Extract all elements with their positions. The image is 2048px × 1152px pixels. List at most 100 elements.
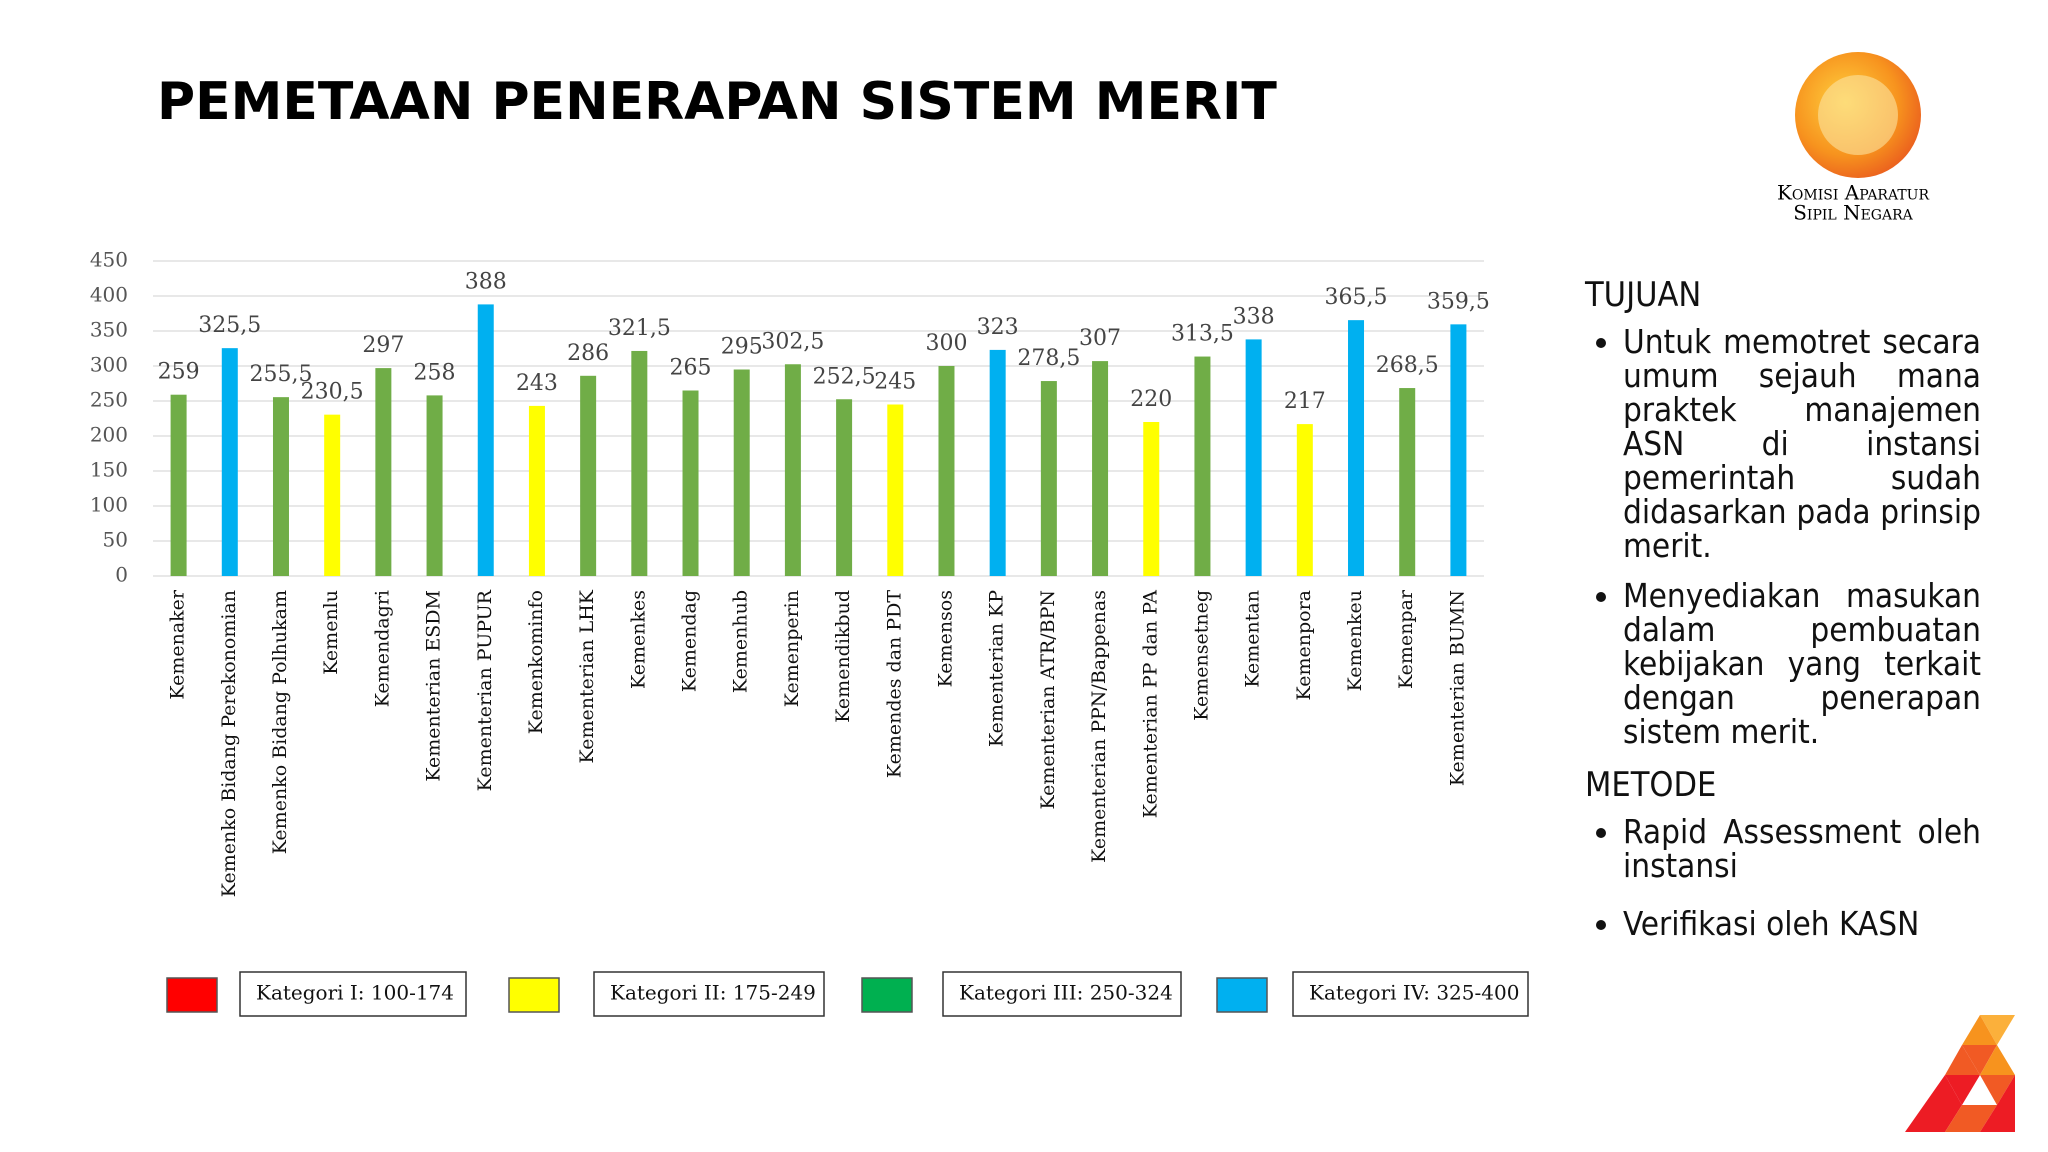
y-tick-label: 300 — [90, 353, 128, 377]
legend-box — [239, 971, 467, 1017]
bar — [580, 375, 597, 576]
value-label: 217 — [1284, 389, 1326, 414]
value-label: 365,5 — [1325, 285, 1388, 310]
bar — [1143, 422, 1160, 576]
bar — [631, 350, 648, 576]
bar — [375, 368, 392, 576]
bar — [1399, 388, 1416, 576]
bar — [1348, 320, 1365, 576]
value-label: 338 — [1233, 304, 1275, 329]
value-label: 230,5 — [301, 380, 364, 405]
section-heading: METODE — [1585, 765, 1717, 805]
bar — [1296, 424, 1313, 576]
legend-box — [593, 971, 825, 1017]
y-tick-label: 200 — [90, 423, 128, 447]
x-tick-label: Kementerian BUMN — [1446, 590, 1468, 786]
value-label: 325,5 — [198, 313, 261, 338]
bar — [1040, 381, 1057, 576]
x-tick-label: Kemenpar — [1395, 589, 1417, 689]
bullet-list: Untuk memotret secara umum sejauh mana p… — [1585, 325, 1981, 749]
value-label: 300 — [925, 331, 967, 356]
value-label: 252,5 — [813, 364, 876, 389]
value-label: 302,5 — [761, 329, 824, 354]
value-label: 245 — [874, 370, 916, 395]
value-label: 268,5 — [1376, 353, 1439, 378]
legend-label: Kategori I: 100-174 — [256, 981, 454, 1005]
legend-swatch — [1216, 977, 1268, 1013]
bar — [426, 395, 443, 576]
x-tick-label: Kemendikbud — [832, 590, 854, 723]
x-tick-label: Kemenaker — [167, 589, 189, 700]
bullet-list: Rapid Assessment oleh instansi Verifikas… — [1585, 815, 1981, 941]
chart-title: PEMETAAN PENERAPAN SISTEM MERIT — [157, 72, 1277, 132]
x-tick-label: Kementerian PP dan PA — [1139, 590, 1161, 818]
legend-swatch — [508, 977, 560, 1013]
x-tick-label: Kemenkeu — [1344, 590, 1366, 691]
section-heading: TUJUAN — [1585, 275, 1702, 315]
bar — [733, 369, 750, 576]
legend-label: Kategori IV: 325-400 — [1309, 981, 1519, 1005]
value-label: 259 — [158, 360, 200, 385]
x-tick-label: Kementerian LHK — [576, 589, 598, 763]
x-tick-label: Kemenko Bidang Perekonomian — [218, 590, 240, 897]
bullet: Menyediakan masukan dalam pembuatan kebi… — [1623, 579, 1981, 749]
bar — [1450, 324, 1467, 576]
x-tick-label: Kemenperin — [781, 590, 803, 707]
logo-text: Sipil Negara — [1793, 201, 1913, 225]
bar — [784, 364, 801, 576]
x-tick-label: Kemensetneg — [1190, 590, 1212, 721]
bar — [528, 405, 545, 576]
value-label: 255,5 — [249, 362, 312, 387]
y-tick-label: 100 — [90, 493, 128, 517]
y-tick-label: 150 — [90, 458, 128, 482]
legend-label: Kategori II: 175-249 — [610, 981, 816, 1005]
bar — [1245, 339, 1262, 576]
bar — [477, 304, 494, 576]
x-tick-label: Kemenkes — [627, 590, 649, 689]
bullet: Untuk memotret secara umum sejauh mana p… — [1623, 325, 1981, 563]
value-label: 243 — [516, 371, 558, 396]
value-label: 323 — [977, 315, 1019, 340]
value-label: 278,5 — [1017, 346, 1080, 371]
corner-decoration — [1905, 1015, 2015, 1132]
legend-label: Kategori III: 250-324 — [959, 981, 1173, 1005]
logo: Komisi Aparatur Sipil Negara — [1777, 52, 1929, 225]
logo-inner — [1818, 75, 1898, 155]
value-label: 265 — [670, 356, 712, 381]
y-tick-label: 250 — [90, 388, 128, 412]
x-tick-label: Kementerian ESDM — [423, 590, 445, 782]
bar — [324, 414, 341, 576]
x-tick-label: Kementerian KP — [986, 590, 1008, 747]
bar — [682, 390, 699, 576]
bar — [272, 397, 289, 576]
bar — [938, 366, 955, 576]
value-label: 307 — [1079, 326, 1121, 351]
legend-swatch — [861, 977, 913, 1013]
x-tick-label: Kemenlu — [320, 590, 342, 675]
x-tick-label: Kemendes dan PDT — [883, 590, 905, 778]
value-label: 295 — [721, 335, 763, 360]
y-tick-label: 400 — [90, 283, 128, 307]
value-label: 258 — [414, 360, 456, 385]
bullet: Verifikasi oleh KASN — [1623, 907, 1981, 941]
bar — [887, 404, 904, 576]
legend-swatch — [166, 977, 218, 1013]
bar — [989, 349, 1006, 576]
value-label: 286 — [567, 341, 609, 366]
bar — [221, 348, 238, 576]
x-tick-label: Kemendag — [679, 590, 701, 692]
x-tick-label: Kemenko Bidang Polhukam — [269, 590, 291, 854]
x-tick-label: Kementerian PUPUR — [474, 589, 496, 791]
x-tick-label: Kemenhub — [730, 590, 752, 693]
x-tick-label: Kemendagri — [371, 590, 393, 707]
x-tick-label: Kementan — [1242, 590, 1264, 688]
value-label: 297 — [362, 333, 404, 358]
x-tick-label: Kementerian PPN/Bappenas — [1088, 590, 1110, 863]
y-tick-label: 450 — [90, 248, 128, 272]
side-panel: TUJUAN Untuk memotret secara umum sejauh… — [1585, 275, 1981, 957]
legend-box — [1292, 971, 1529, 1017]
bar — [170, 394, 187, 576]
x-tick-label: Kemenpora — [1293, 590, 1315, 700]
